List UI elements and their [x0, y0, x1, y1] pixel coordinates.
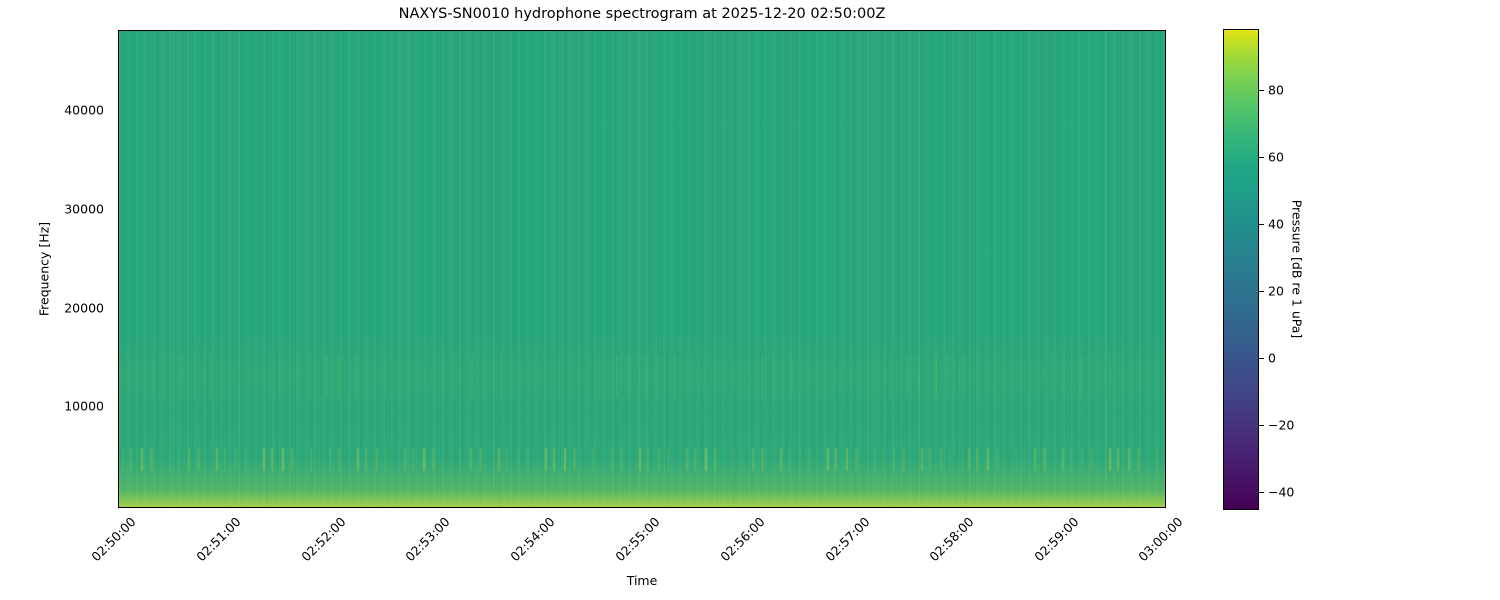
colorbar-label-60: 60 — [1268, 149, 1284, 165]
colorbar-tick-80 — [1259, 90, 1264, 92]
colorbar-label-40: 40 — [1268, 216, 1284, 232]
x-tick-label-7: 02:57:00 — [821, 514, 873, 565]
x-tick-label-10: 03:00:00 — [1135, 514, 1186, 565]
x-tick-label-8: 02:58:00 — [926, 514, 977, 565]
x-tick-label-5: 02:55:00 — [612, 514, 663, 565]
y-tick-30000 — [118, 180, 119, 181]
colorbar-tick--40 — [1259, 491, 1264, 493]
y-tick-label-40000: 40000 — [64, 102, 104, 118]
frequency-gradient-layer — [119, 31, 1165, 507]
x-tick-label-4: 02:54:00 — [507, 514, 558, 565]
click-band-5500hz — [119, 447, 1165, 472]
colorbar-label-20: 20 — [1268, 283, 1284, 299]
y-tick-20000 — [118, 279, 119, 280]
spectrogram-plot-area[interactable] — [118, 30, 1166, 508]
colorbar-label-80: 80 — [1268, 82, 1284, 98]
x-tick-label-0: 02:50:00 — [88, 514, 139, 565]
colorbar-label--20: −20 — [1268, 417, 1295, 433]
colorbar-label-0: 0 — [1268, 350, 1276, 366]
x-tick-label-6: 02:56:00 — [717, 514, 768, 565]
colorbar-tick-0 — [1259, 357, 1264, 359]
colorbar-label--40: −40 — [1268, 484, 1295, 500]
x-tick-label-2: 02:52:00 — [297, 514, 349, 565]
y-axis-tick-labels: 40000 30000 20000 10000 — [0, 30, 112, 508]
x-tick-label-9: 02:59:00 — [1031, 514, 1082, 565]
colorbar-tick-20 — [1259, 290, 1264, 292]
chart-title: NAXYS-SN0010 hydrophone spectrogram at 2… — [398, 6, 886, 22]
y-tick-label-30000: 30000 — [64, 201, 104, 217]
y-tick-10000 — [118, 377, 119, 378]
y-tick-label-20000: 20000 — [64, 300, 104, 316]
striation-band-12khz — [119, 354, 1165, 398]
colorbar-tick-40 — [1259, 224, 1264, 226]
colorbar-title: Pressure [dB re 1 uPa] — [1289, 199, 1305, 339]
colorbar-gradient — [1223, 29, 1259, 510]
x-axis-title: Time — [626, 573, 658, 588]
y-tick-label-10000: 10000 — [64, 398, 104, 414]
broadband-transient-layer — [119, 31, 1165, 507]
x-axis-tick-labels: 02:50:00 02:51:00 02:52:00 02:53:00 02:5… — [88, 512, 1185, 582]
colorbar-tick-60 — [1259, 157, 1264, 159]
colorbar-tick--20 — [1259, 424, 1264, 426]
x-tick-label-1: 02:51:00 — [193, 514, 244, 565]
x-tick-label-3: 02:53:00 — [402, 514, 453, 565]
y-tick-40000 — [118, 81, 119, 82]
